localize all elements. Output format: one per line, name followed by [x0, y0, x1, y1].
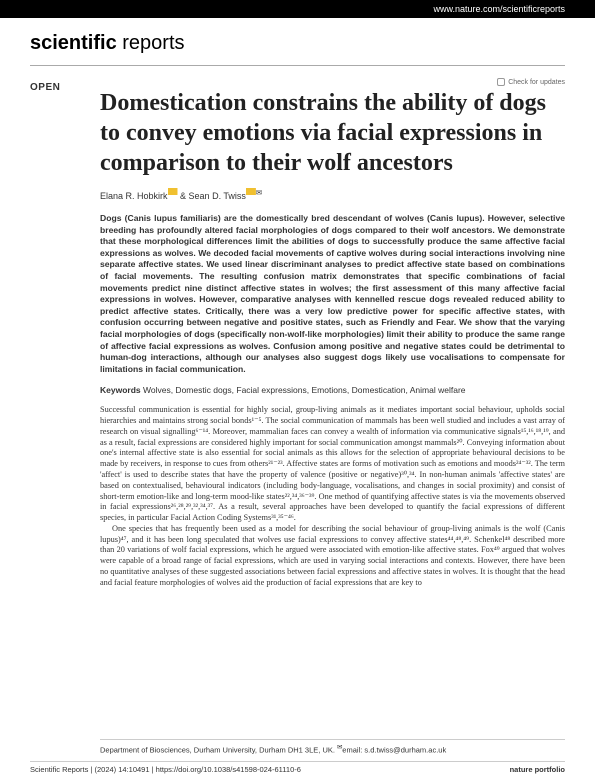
- left-column: OPEN: [30, 78, 92, 589]
- check-updates-icon: [497, 78, 505, 86]
- keywords-list: Wolves, Domestic dogs, Facial expression…: [143, 385, 466, 395]
- check-updates-row[interactable]: Check for updates: [100, 78, 565, 86]
- body-para-2: One species that has frequently been use…: [100, 524, 565, 589]
- keywords-line: Keywords Wolves, Domestic dogs, Facial e…: [100, 385, 565, 395]
- mail-icon: [246, 188, 256, 195]
- footer-journal: Scientific Reports |: [30, 765, 92, 774]
- main-content: OPEN Check for updates Domestication con…: [0, 78, 595, 589]
- body-para-1: Successful communication is essential fo…: [100, 405, 565, 524]
- check-updates-label: Check for updates: [508, 79, 565, 86]
- affiliation-text: Department of Biosciences, Durham Univer…: [100, 745, 335, 754]
- keywords-label: Keywords: [100, 385, 141, 395]
- title-divider: [30, 65, 565, 66]
- article-title: Domestication constrains the ability of …: [100, 88, 565, 178]
- affiliation-email: email: s.d.twiss@durham.ac.uk: [342, 745, 446, 754]
- author-1: Elana R. Hobkirk: [100, 191, 168, 201]
- journal-name-light: reports: [117, 32, 185, 54]
- abstract: Dogs (Canis lupus familiaris) are the do…: [100, 213, 565, 375]
- authors-line: Elana R. Hobkirk & Sean D. Twiss✉: [100, 188, 565, 201]
- mail-icon: [168, 188, 178, 195]
- footer-portfolio: nature portfolio: [510, 765, 565, 774]
- author-2: Sean D. Twiss: [189, 191, 246, 201]
- header-url: www.nature.com/scientificreports: [433, 4, 565, 14]
- open-access-badge: OPEN: [30, 82, 92, 93]
- footer-doi: | https://doi.org/10.1038/s41598-024-611…: [152, 765, 301, 774]
- header-url-bar: www.nature.com/scientificreports: [0, 0, 595, 18]
- corresponding-mark: ✉: [256, 188, 262, 197]
- footer-citation: (2024) 14:10491: [94, 765, 149, 774]
- body-text: Successful communication is essential fo…: [100, 405, 565, 588]
- footer-left: Scientific Reports | (2024) 14:10491 | h…: [30, 765, 301, 774]
- journal-title: scientific reports: [0, 18, 595, 65]
- affiliation-block: Department of Biosciences, Durham Univer…: [100, 739, 565, 755]
- journal-name-bold: scientific: [30, 32, 117, 54]
- right-column: Check for updates Domestication constrai…: [92, 78, 565, 589]
- page-footer: Scientific Reports | (2024) 14:10491 | h…: [30, 761, 565, 774]
